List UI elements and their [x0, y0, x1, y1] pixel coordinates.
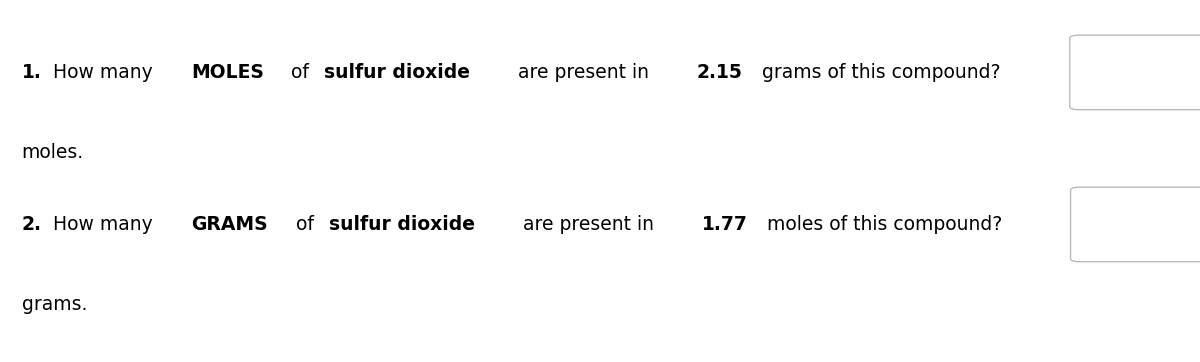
FancyBboxPatch shape — [1069, 35, 1200, 110]
FancyBboxPatch shape — [1070, 187, 1200, 262]
Text: GRAMS: GRAMS — [192, 215, 269, 234]
Text: 1.77: 1.77 — [702, 215, 748, 234]
Text: 1.: 1. — [22, 63, 42, 82]
Text: are present in: are present in — [512, 63, 655, 82]
Text: moles of this compound?: moles of this compound? — [761, 215, 1002, 234]
Text: How many: How many — [48, 215, 160, 234]
Text: of: of — [286, 63, 316, 82]
Text: 2.: 2. — [22, 215, 42, 234]
Text: MOLES: MOLES — [192, 63, 264, 82]
Text: moles.: moles. — [22, 143, 84, 161]
Text: of: of — [290, 215, 320, 234]
Text: grams of this compound?: grams of this compound? — [756, 63, 1001, 82]
Text: sulfur dioxide: sulfur dioxide — [329, 215, 475, 234]
Text: grams.: grams. — [22, 295, 86, 313]
Text: sulfur dioxide: sulfur dioxide — [324, 63, 470, 82]
Text: are present in: are present in — [517, 215, 660, 234]
Text: 2.15: 2.15 — [697, 63, 743, 82]
Text: How many: How many — [47, 63, 158, 82]
